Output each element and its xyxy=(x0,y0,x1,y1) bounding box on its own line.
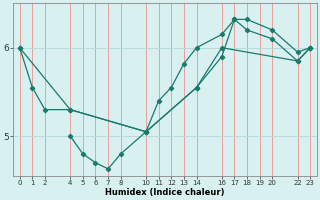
X-axis label: Humidex (Indice chaleur): Humidex (Indice chaleur) xyxy=(105,188,225,197)
